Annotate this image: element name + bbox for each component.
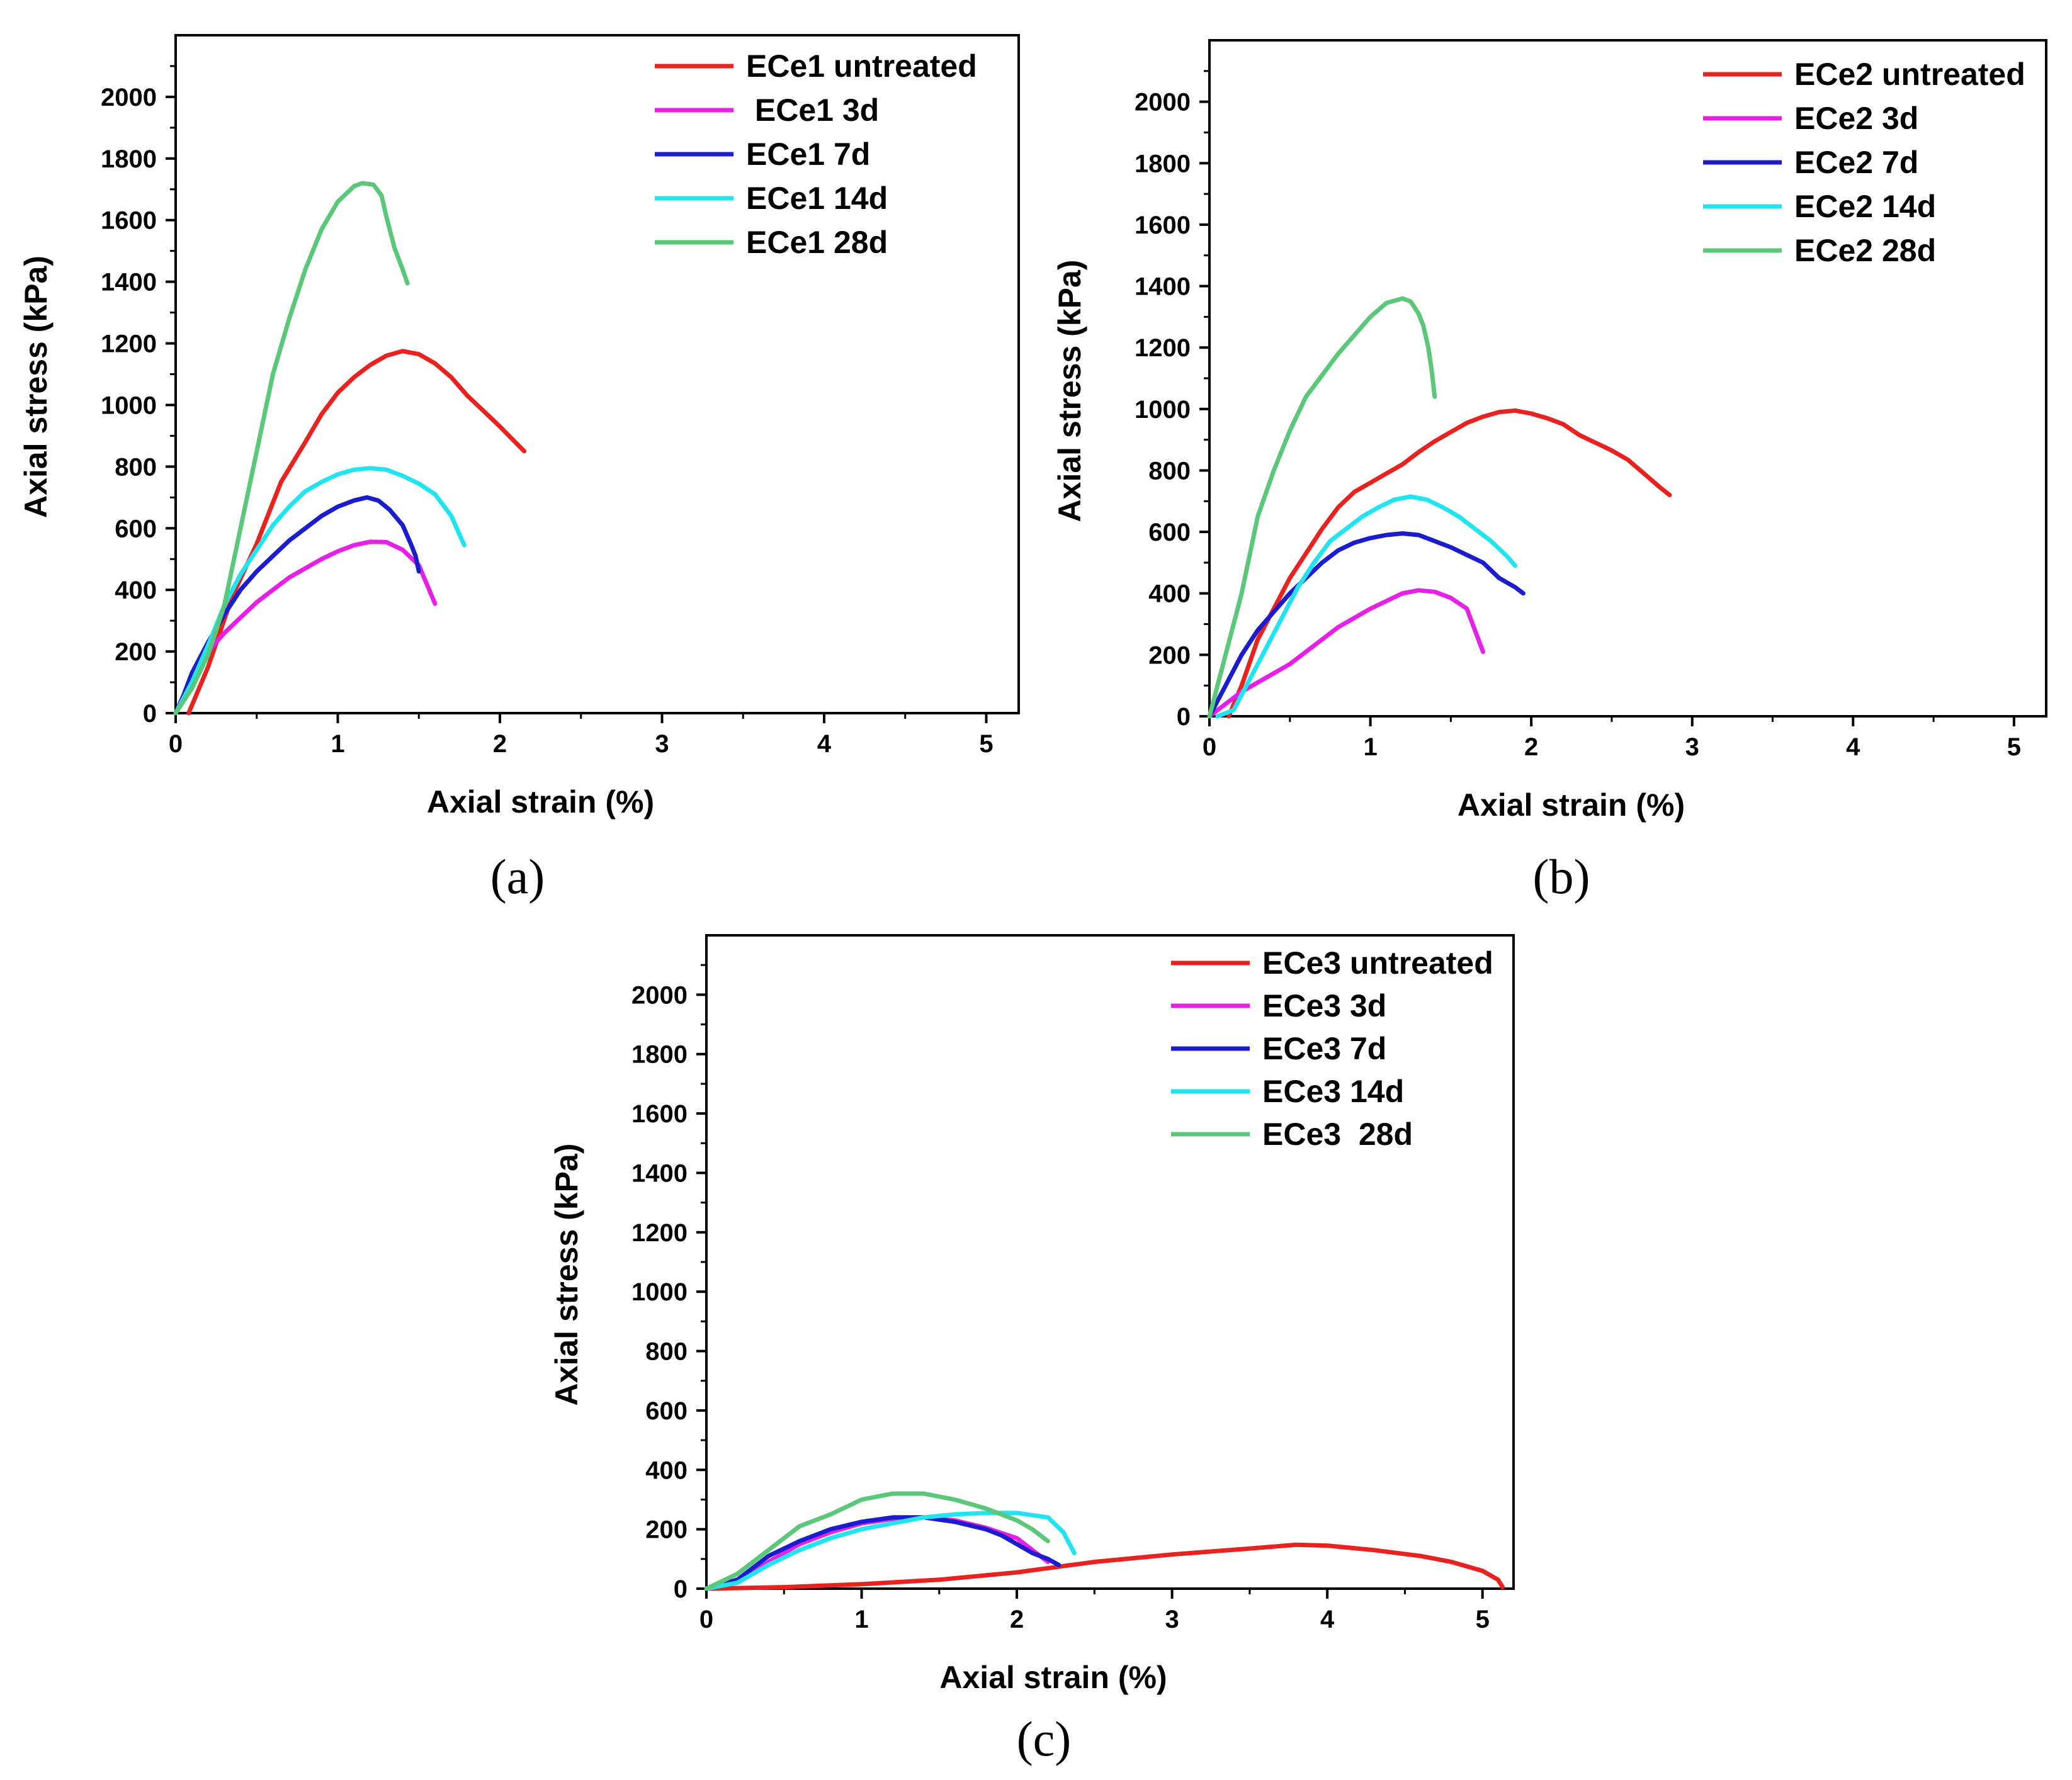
legend-label: ECe1 28d: [746, 225, 888, 260]
series-line-b-4: [1207, 296, 1437, 719]
y-tick-label: 1600: [1135, 211, 1191, 239]
y-tick-label: 200: [1148, 641, 1191, 669]
y-tick-label: 2000: [1135, 89, 1191, 116]
legend-label: ECe3 3d: [1262, 988, 1386, 1023]
y-axis-title: Axial stress (kPa): [549, 1144, 584, 1406]
chart-panel-a: 0 1 2 3 4 5 0 200 400 600 800 1000 1200 1400 1600 1800 2…: [18, 34, 1020, 820]
series-line-b-0: [1226, 408, 1672, 719]
legend-label: ECe1 untreated: [746, 48, 977, 84]
y-tick-label: 1400: [631, 1159, 688, 1187]
series-line-a-4: [173, 181, 410, 716]
chart-panel-c: 0 1 2 3 4 5 0 200 400 600 800 1000 1200 1400 1600 1800 2…: [549, 934, 1515, 1695]
x-tick-label: 3: [1685, 733, 1699, 761]
series-line-c-2: [704, 1515, 1061, 1591]
y-tick-label: 0: [674, 1575, 688, 1603]
legend-label: ECe2 7d: [1794, 145, 1918, 180]
x-tick-label: 4: [1846, 733, 1860, 761]
y-tick-label: 600: [645, 1397, 688, 1425]
y-tick-label: 800: [1148, 457, 1191, 485]
y-tick-label: 1600: [101, 207, 157, 235]
x-tick-label: 0: [169, 730, 183, 758]
y-tick-label: 400: [645, 1456, 688, 1484]
y-tick-label: 800: [645, 1338, 688, 1366]
x-tick-label: 4: [817, 730, 832, 758]
y-tick-label: 0: [1177, 703, 1191, 731]
y-tick-label: 1800: [1135, 150, 1191, 177]
series-line-c-0: [704, 1542, 1505, 1591]
x-tick-label: 5: [979, 730, 993, 758]
y-tick-label: 400: [115, 577, 157, 604]
y-axis-title: Axial stress (kPa): [1052, 260, 1087, 522]
series-line-a-2: [173, 495, 421, 716]
legend-label: ECe1 3d: [746, 93, 879, 128]
x-tick-label: 3: [1165, 1606, 1179, 1633]
legend-label: ECe2 3d: [1794, 101, 1918, 136]
y-tick-label: 1800: [101, 145, 157, 173]
series-line-a-0: [186, 349, 527, 716]
series-line-a-1: [173, 539, 438, 716]
panel-label-b: (b): [1532, 849, 1590, 904]
x-tick-label: 5: [2007, 733, 2021, 761]
x-tick-label: 0: [699, 1606, 713, 1633]
x-tick-label: 5: [1476, 1606, 1490, 1633]
y-tick-label: 1400: [1135, 273, 1191, 301]
panel-label-a: (a): [490, 849, 545, 904]
y-tick-label: 400: [1148, 580, 1191, 608]
legend-label: ECe3 14d: [1262, 1074, 1404, 1109]
x-tick-label: 2: [1010, 1606, 1024, 1633]
series-line-b-3: [1215, 494, 1518, 719]
y-axis-title: Axial stress (kPa): [18, 256, 54, 518]
legend-label: ECe3 7d: [1262, 1031, 1386, 1066]
x-tick-label: 3: [655, 730, 669, 758]
series-line-c-3: [704, 1511, 1077, 1591]
x-axis-title: Axial strain (%): [427, 784, 654, 820]
y-tick-label: 600: [1148, 519, 1191, 546]
y-tick-label: 1000: [1135, 396, 1191, 424]
x-tick-label: 1: [1363, 733, 1377, 761]
y-tick-label: 0: [143, 700, 157, 728]
y-tick-label: 1000: [631, 1278, 688, 1306]
series-line-b-1: [1207, 588, 1485, 719]
series-line-c-4: [704, 1491, 1050, 1591]
legend-label: ECe1 7d: [746, 137, 870, 172]
x-tick-label: 2: [1524, 733, 1538, 761]
x-tick-label: 2: [493, 730, 507, 758]
y-tick-label: 1000: [101, 391, 157, 419]
plot-frame: [174, 34, 1020, 714]
legend-label: ECe2 untreated: [1794, 57, 2025, 92]
x-axis-title: Axial strain (%): [1458, 787, 1685, 823]
legend-label: ECe3 28d: [1262, 1117, 1413, 1152]
panel-label-c: (c): [1016, 1711, 1072, 1766]
y-tick-label: 1200: [1135, 334, 1191, 362]
legend-label: ECe1 14d: [746, 181, 888, 216]
series-line-a-3: [173, 466, 467, 716]
y-tick-label: 200: [645, 1516, 688, 1544]
x-axis-title: Axial strain (%): [939, 1660, 1167, 1695]
y-tick-label: 1400: [101, 269, 157, 296]
series-line-b-2: [1207, 531, 1526, 719]
y-tick-label: 1600: [631, 1100, 688, 1128]
legend-label: ECe2 28d: [1794, 233, 1936, 268]
y-tick-label: 1800: [631, 1041, 688, 1069]
y-tick-label: 600: [115, 515, 157, 543]
y-tick-label: 800: [115, 453, 157, 481]
x-tick-label: 4: [1320, 1606, 1335, 1633]
y-tick-label: 2000: [631, 981, 688, 1009]
plot-frame: [705, 934, 1515, 1590]
y-tick-label: 200: [115, 638, 157, 666]
chart-panel-b: 0 1 2 3 4 5 0 200 400 600 800 1000 1200 1400 1600 1800 2…: [1052, 39, 2047, 823]
legend-label: ECe3 untreated: [1262, 945, 1493, 981]
plot-frame: [1208, 39, 2047, 718]
x-tick-label: 1: [331, 730, 344, 758]
y-tick-label: 1200: [101, 330, 157, 358]
y-tick-label: 1200: [631, 1219, 688, 1247]
y-tick-label: 2000: [101, 84, 157, 111]
legend-label: ECe2 14d: [1794, 189, 1936, 224]
x-tick-label: 0: [1203, 733, 1216, 761]
x-tick-label: 1: [854, 1606, 868, 1633]
